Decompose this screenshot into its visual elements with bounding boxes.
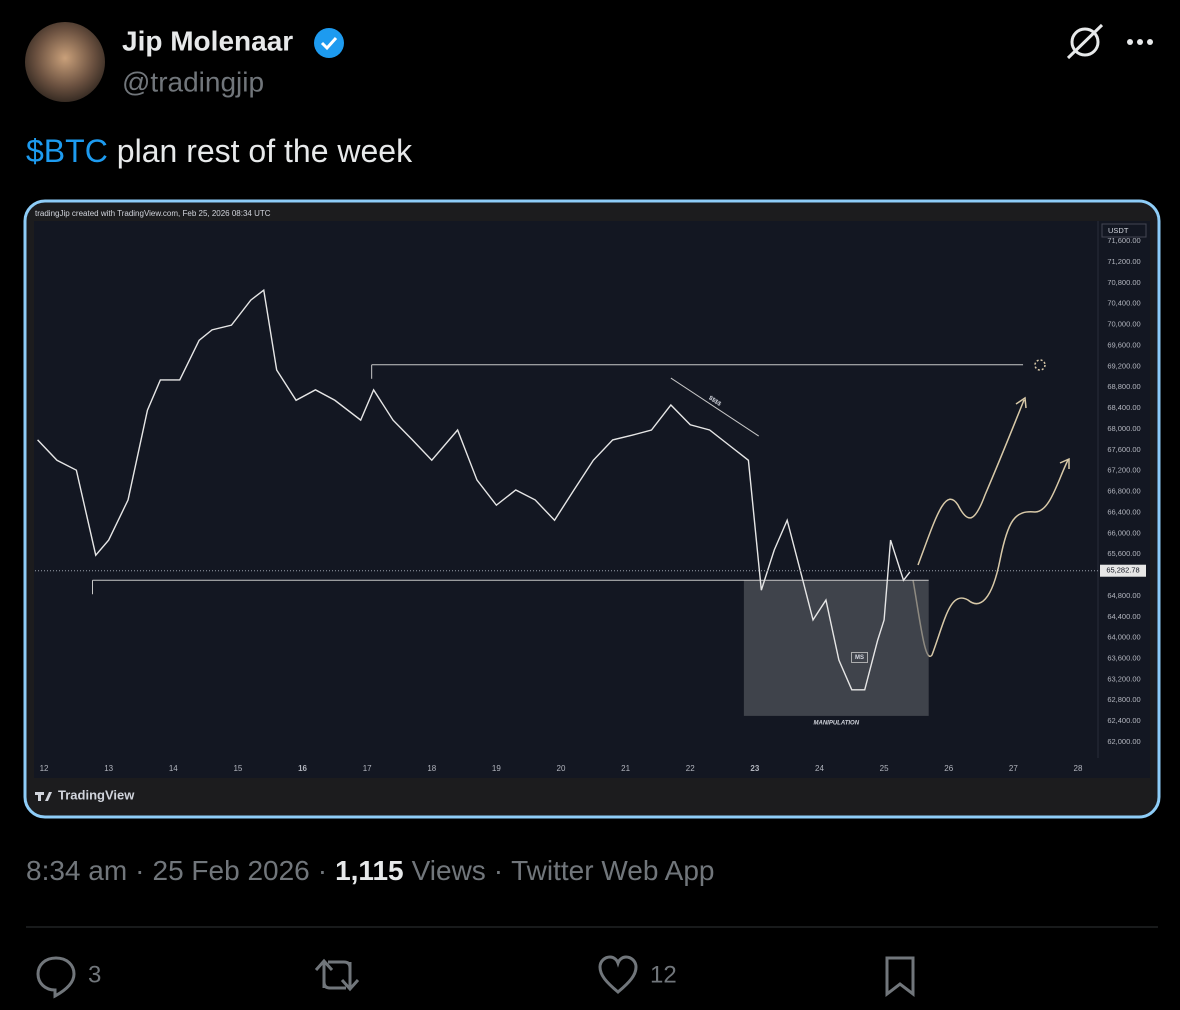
- author-handle[interactable]: @tradingjip: [122, 66, 264, 97]
- x-tick-label: 12: [40, 764, 49, 773]
- tweet-meta: 8:34 am · 25 Feb 2026 · 1,115 Views · Twitter W…: [26, 855, 714, 886]
- ms-box: [851, 652, 868, 663]
- reply-count: 3: [88, 961, 101, 988]
- currency: USDT: [1108, 226, 1129, 235]
- tweet-body: plan rest of the week: [117, 133, 413, 169]
- ms-label: MS: [855, 655, 864, 661]
- bookmark-button[interactable]: [885, 956, 915, 998]
- price-line: [37, 288, 911, 691]
- x-tick-label: 20: [557, 764, 566, 773]
- x-tick-label: 15: [233, 764, 242, 773]
- reply-button[interactable]: 3: [36, 956, 101, 999]
- y-tick-label: 63,600.00: [1107, 653, 1140, 662]
- source: Twitter Web App: [511, 855, 714, 886]
- y-tick-label: 68,400.00: [1107, 403, 1140, 412]
- y-tick-label: 64,000.00: [1107, 633, 1140, 642]
- date[interactable]: 25 Feb 2026: [153, 855, 310, 886]
- y-tick-label: 70,400.00: [1107, 299, 1140, 308]
- y-tick-label: 66,000.00: [1107, 528, 1140, 537]
- x-tick-label: 25: [880, 764, 889, 773]
- y-tick-label: 70,000.00: [1107, 320, 1140, 329]
- cashtag[interactable]: $BTC: [26, 133, 108, 169]
- x-tick-label: 21: [621, 764, 630, 773]
- trendline: [670, 377, 760, 437]
- separator: ·: [494, 855, 503, 886]
- time[interactable]: 8:34 am: [26, 855, 127, 886]
- x-tick-label: 17: [363, 764, 372, 773]
- y-tick-label: 67,600.00: [1107, 445, 1140, 454]
- grok-icon[interactable]: [1066, 23, 1104, 60]
- projection-paths: [912, 359, 1070, 658]
- y-tick-label: 69,600.00: [1107, 340, 1140, 349]
- x-tick-label: 23: [750, 764, 759, 773]
- like-count: 12: [650, 961, 677, 988]
- views-label: Views: [412, 855, 486, 886]
- y-tick-label: 65,600.00: [1107, 549, 1140, 558]
- y-tick-label: 70,800.00: [1107, 278, 1140, 287]
- chart: MANIPULATION$$$$MS65,282.7862,000.0062,4…: [35, 223, 1147, 773]
- currency-mask: [1101, 223, 1147, 238]
- y-tick-label: 69,200.00: [1107, 361, 1140, 370]
- y-tick-label: 66,400.00: [1107, 507, 1140, 516]
- views-count: 1,115: [335, 855, 404, 886]
- tweet-text: $BTC plan rest of the week: [26, 133, 413, 169]
- y-tick-label: 64,400.00: [1107, 612, 1140, 621]
- y-tick-label: 71,200.00: [1107, 257, 1140, 266]
- more-icon[interactable]: [1127, 39, 1153, 45]
- author-name[interactable]: Jip Molenaar: [122, 25, 293, 56]
- last-price-label: 65,282.78: [1106, 566, 1139, 575]
- y-tick-label: 66,800.00: [1107, 487, 1140, 496]
- separator: ·: [135, 855, 144, 886]
- verified-badge: [314, 28, 344, 58]
- y-tick-label: 62,400.00: [1107, 716, 1140, 725]
- x-tick-label: 19: [492, 764, 501, 773]
- chart-panel: [34, 221, 1150, 778]
- y-tick-label: 71,600.00: [1107, 236, 1140, 245]
- x-tick-label: 13: [104, 764, 113, 773]
- x-tick-label: 28: [1074, 764, 1083, 773]
- last-price-box: [1100, 564, 1146, 577]
- chart-header: tradingJip created with TradingView.com,…: [35, 209, 271, 218]
- retweet-button[interactable]: [314, 958, 360, 992]
- chart-image[interactable]: tradingJip created with TradingView.com,…: [23, 199, 1161, 819]
- x-tick-label: 16: [298, 764, 307, 773]
- x-tick-label: 26: [944, 764, 953, 773]
- y-tick-label: 62,000.00: [1107, 737, 1140, 746]
- y-tick-label: 63,200.00: [1107, 674, 1140, 683]
- zone-label: MANIPULATION: [814, 720, 860, 726]
- x-tick-label: 18: [427, 764, 436, 773]
- x-tick-label: 27: [1009, 764, 1018, 773]
- separator: ·: [318, 855, 327, 886]
- x-tick-label: 24: [815, 764, 824, 773]
- y-tick-label: 62,800.00: [1107, 695, 1140, 704]
- y-tick-label: 68,000.00: [1107, 424, 1140, 433]
- avatar[interactable]: [25, 22, 105, 102]
- brand: TradingView: [58, 787, 135, 802]
- tradingview-logo: [35, 792, 52, 801]
- x-tick-label: 14: [169, 764, 178, 773]
- y-tick-label: 68,800.00: [1107, 382, 1140, 391]
- x-tick-label: 22: [686, 764, 695, 773]
- y-tick-label: 64,800.00: [1107, 591, 1140, 600]
- like-button[interactable]: 12: [598, 955, 677, 994]
- y-tick-label: 67,200.00: [1107, 466, 1140, 475]
